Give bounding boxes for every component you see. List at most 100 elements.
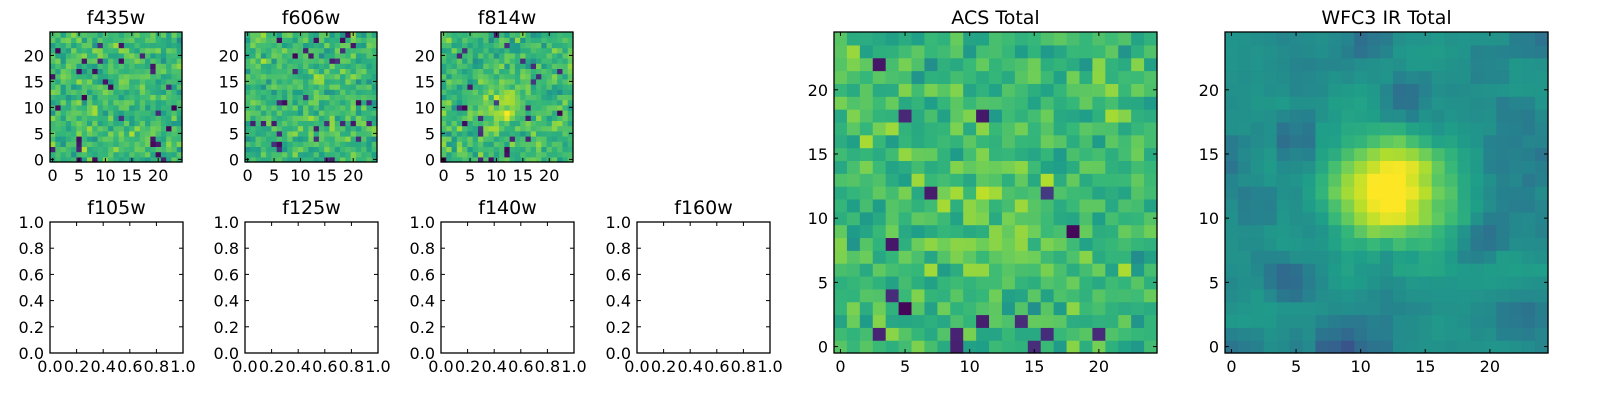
heatmap-cell xyxy=(1040,70,1055,84)
heatmap-cell xyxy=(271,68,278,75)
heatmap-cell xyxy=(1053,160,1068,174)
heatmap-cell xyxy=(81,115,88,121)
heatmap-cell xyxy=(55,141,62,147)
heatmap-cell xyxy=(292,84,299,90)
heatmap-cell xyxy=(514,37,521,43)
heatmap-cell xyxy=(281,52,288,59)
heatmap-cell xyxy=(477,125,484,132)
heatmap-cell xyxy=(1302,70,1317,84)
heatmap-cell xyxy=(1302,121,1317,136)
heatmap-cell xyxy=(1250,186,1265,200)
heatmap-cell xyxy=(514,78,521,85)
heatmap-cell xyxy=(371,63,378,69)
heatmap-cell xyxy=(1470,121,1484,136)
heatmap-cell xyxy=(97,32,104,38)
heatmap-cell xyxy=(292,141,299,147)
heatmap-cell xyxy=(1302,250,1317,264)
heatmap-cell xyxy=(1367,314,1381,328)
heatmap-cell xyxy=(557,146,564,153)
heatmap-cell xyxy=(1444,288,1459,303)
heatmap-cell xyxy=(472,32,479,38)
heatmap-cell xyxy=(885,250,900,264)
y-tick-label: 20 xyxy=(1199,81,1219,100)
heatmap-cell xyxy=(1225,198,1239,213)
heatmap-cell xyxy=(355,146,362,153)
heatmap-cell xyxy=(1418,224,1433,239)
y-tick-label: 15 xyxy=(808,145,828,164)
heatmap-cell xyxy=(1144,211,1158,226)
heatmap-cell xyxy=(155,120,162,127)
heatmap-cell xyxy=(446,94,453,101)
heatmap-cell xyxy=(366,156,373,163)
heatmap-cell xyxy=(292,89,299,95)
heatmap-cell xyxy=(255,37,262,43)
heatmap-cell xyxy=(145,136,151,142)
heatmap-cell xyxy=(1522,147,1536,161)
heatmap-cell xyxy=(937,186,951,200)
heatmap-cell xyxy=(846,237,861,251)
heatmap-cell xyxy=(65,104,72,111)
heatmap-cell xyxy=(129,52,136,59)
heatmap-cell xyxy=(536,156,542,163)
heatmap-cell xyxy=(1367,263,1381,277)
heatmap-cell xyxy=(176,141,183,147)
heatmap-cell xyxy=(1263,301,1278,316)
heatmap-cell xyxy=(292,104,299,111)
heatmap-cell xyxy=(1014,83,1029,97)
heatmap-cell xyxy=(1496,288,1510,303)
y-tick-label: 5 xyxy=(1209,273,1219,292)
heatmap-cell xyxy=(108,136,114,142)
heatmap-cell xyxy=(562,58,569,64)
heatmap-cell xyxy=(1144,186,1158,200)
heatmap-cell xyxy=(139,125,146,132)
heatmap-cell xyxy=(129,94,136,101)
heatmap-cell xyxy=(155,78,162,85)
heatmap-cell xyxy=(113,52,120,59)
heatmap-cell xyxy=(292,63,299,69)
heatmap-cell xyxy=(297,151,304,158)
heatmap-cell xyxy=(55,42,62,49)
heatmap-cell xyxy=(872,288,887,303)
heatmap-cell xyxy=(1053,211,1068,226)
heatmap-cell xyxy=(541,32,548,38)
heatmap-cell xyxy=(324,99,331,106)
heatmap-cell xyxy=(989,173,1003,187)
heatmap-cell xyxy=(334,136,341,142)
axes-frame xyxy=(49,31,183,163)
heatmap-cell xyxy=(350,120,357,127)
heatmap-cell xyxy=(462,84,468,90)
heatmap-cell xyxy=(1341,70,1355,84)
heatmap-cell xyxy=(292,99,299,106)
heatmap-cell xyxy=(898,147,913,161)
heatmap-cell xyxy=(1276,173,1291,187)
heatmap-cell xyxy=(266,141,272,147)
heatmap-cell xyxy=(472,84,479,90)
heatmap-cell xyxy=(361,136,368,142)
heatmap-cell xyxy=(1457,314,1472,328)
heatmap-cell xyxy=(1367,173,1381,187)
heatmap-cell xyxy=(1535,340,1549,354)
heatmap-cell xyxy=(1457,32,1472,46)
heatmap-cell xyxy=(488,68,495,75)
heatmap-cell xyxy=(509,99,516,106)
heatmap-cell xyxy=(371,42,378,49)
heatmap-cell xyxy=(462,115,468,121)
heatmap-cell xyxy=(551,84,558,90)
heatmap-cell xyxy=(81,151,88,158)
heatmap-cell xyxy=(1380,109,1394,123)
heatmap-cell xyxy=(366,68,373,75)
heatmap-cell xyxy=(155,99,162,106)
heatmap-cell xyxy=(963,96,977,110)
heatmap-cell xyxy=(1483,70,1497,84)
heatmap-cell xyxy=(1431,70,1446,84)
heatmap-cell xyxy=(1354,288,1368,303)
heatmap-cell xyxy=(139,63,146,69)
heatmap-cell xyxy=(898,70,913,84)
heatmap-cell xyxy=(366,52,373,59)
heatmap-cell xyxy=(1263,57,1278,72)
heatmap-cell xyxy=(509,37,516,43)
heatmap-cell xyxy=(911,263,926,277)
heatmap-cell xyxy=(245,110,251,116)
heatmap-cell xyxy=(1444,134,1459,149)
heatmap-cell xyxy=(113,110,120,116)
